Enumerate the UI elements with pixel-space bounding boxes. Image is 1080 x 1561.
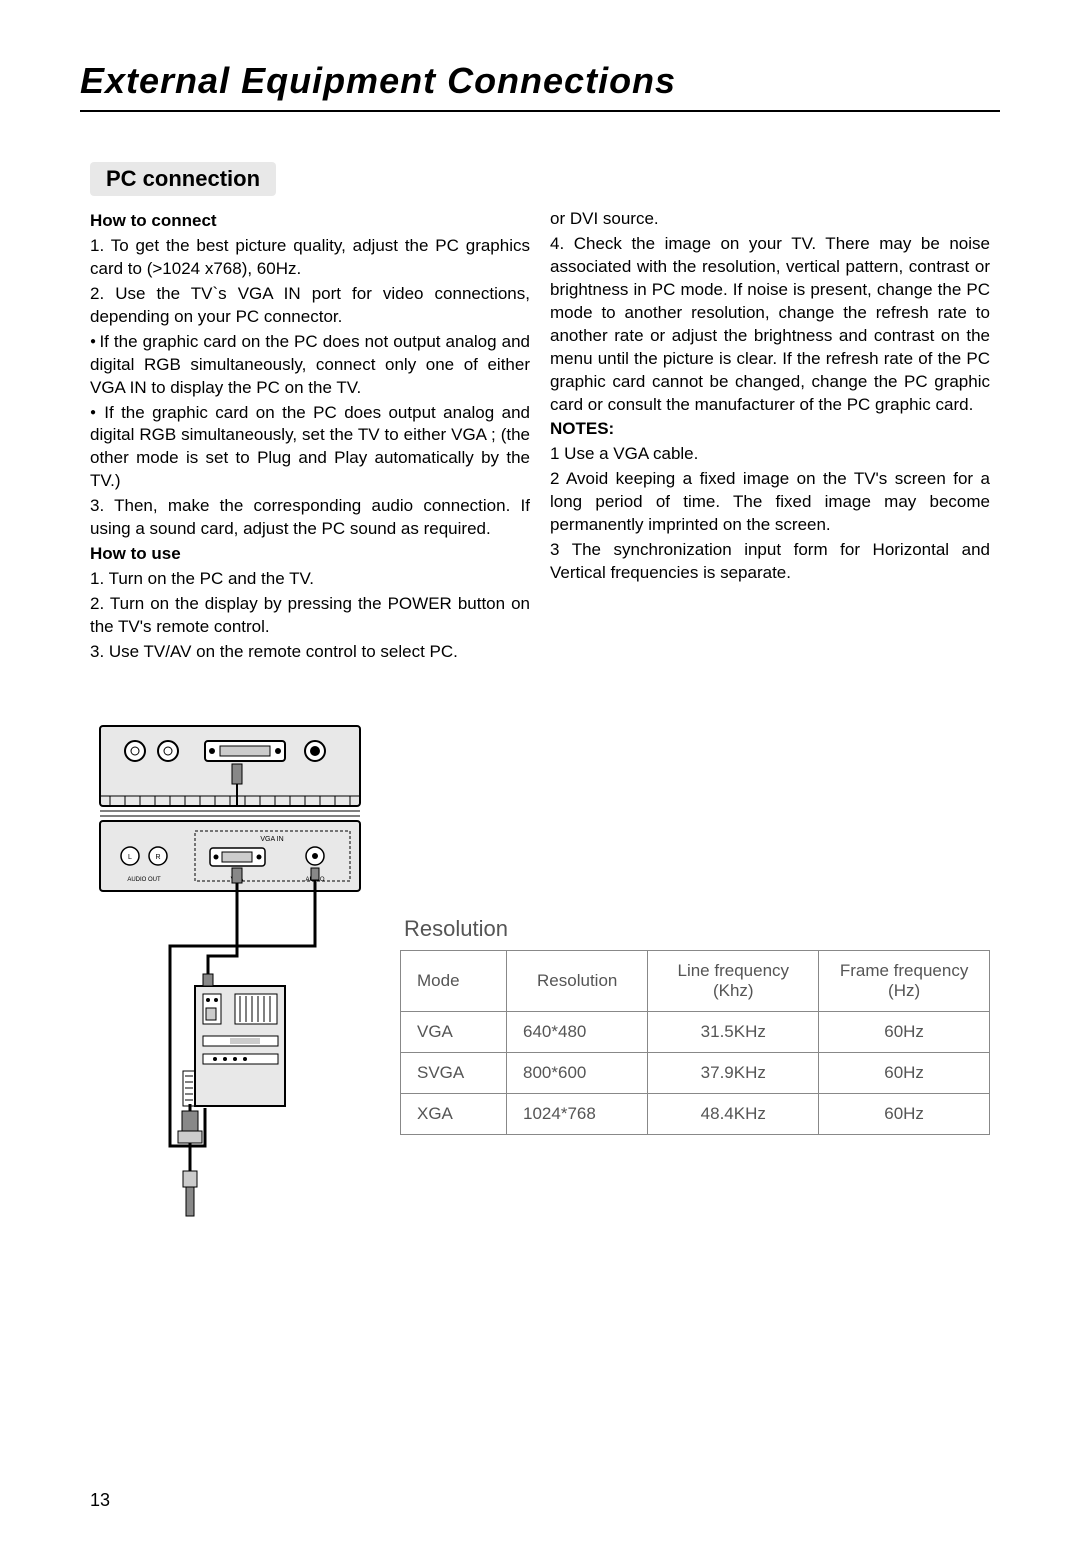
- connect-step-1: 1. To get the best picture quality, adju…: [90, 235, 530, 281]
- how-to-connect-heading: How to connect: [90, 210, 530, 233]
- note-1: 1 Use a VGA cable.: [550, 443, 990, 466]
- use-step-2: 2. Turn on the display by pressing the P…: [90, 593, 530, 639]
- connection-diagram: VGA IN L R AUDIO OUT VGA AUDIO: [90, 716, 370, 1241]
- text-columns: How to connect 1. To get the best pictur…: [80, 208, 1000, 666]
- page-title: External Equipment Connections: [80, 60, 1000, 112]
- left-column: How to connect 1. To get the best pictur…: [90, 208, 530, 666]
- use-step-3: 3. Use TV/AV on the remote control to se…: [90, 641, 530, 664]
- connect-step-2: 2. Use the TV`s VGA IN port for video co…: [90, 283, 530, 329]
- resolution-table: Mode Resolution Line frequency (Khz) Fra…: [400, 950, 990, 1135]
- table-header-row: Mode Resolution Line frequency (Khz) Fra…: [401, 950, 990, 1011]
- connect-bullet-1: If the graphic card on the PC does not o…: [90, 331, 530, 400]
- table-row: VGA 640*480 31.5KHz 60Hz: [401, 1011, 990, 1052]
- col-mode: Mode: [401, 950, 507, 1011]
- resolution-table-area: Resolution Mode Resolution Line frequenc…: [400, 716, 990, 1241]
- how-to-use-heading: How to use: [90, 543, 530, 566]
- notes-heading: NOTES:: [550, 418, 990, 441]
- note-2: 2 Avoid keeping a fixed image on the TV'…: [550, 468, 990, 537]
- r-jack-label: R: [155, 854, 160, 861]
- dvi-source-line: or DVI source.: [550, 208, 990, 231]
- vga-in-label: VGA IN: [260, 836, 283, 843]
- use-step-4: 4. Check the image on your TV. There may…: [550, 233, 990, 417]
- resolution-title: Resolution: [400, 916, 990, 942]
- col-resolution: Resolution: [507, 950, 648, 1011]
- audio-out-label: AUDIO OUT: [127, 877, 161, 883]
- table-row: SVGA 800*600 37.9KHz 60Hz: [401, 1052, 990, 1093]
- use-step-1: 1. Turn on the PC and the TV.: [90, 568, 530, 591]
- section-title: PC connection: [90, 162, 276, 196]
- connect-step-3: 3. Then, make the corresponding audio co…: [90, 495, 530, 541]
- note-3: 3 The synchronization input form for Hor…: [550, 539, 990, 585]
- page-number: 13: [90, 1490, 110, 1511]
- connect-bullet-2: If the graphic card on the PC does outpu…: [90, 402, 530, 494]
- table-row: XGA 1024*768 48.4KHz 60Hz: [401, 1093, 990, 1134]
- col-frame-freq: Frame frequency (Hz): [819, 950, 990, 1011]
- l-jack-label: L: [128, 854, 132, 861]
- right-column: or DVI source. 4. Check the image on you…: [550, 208, 990, 666]
- col-line-freq: Line frequency (Khz): [648, 950, 819, 1011]
